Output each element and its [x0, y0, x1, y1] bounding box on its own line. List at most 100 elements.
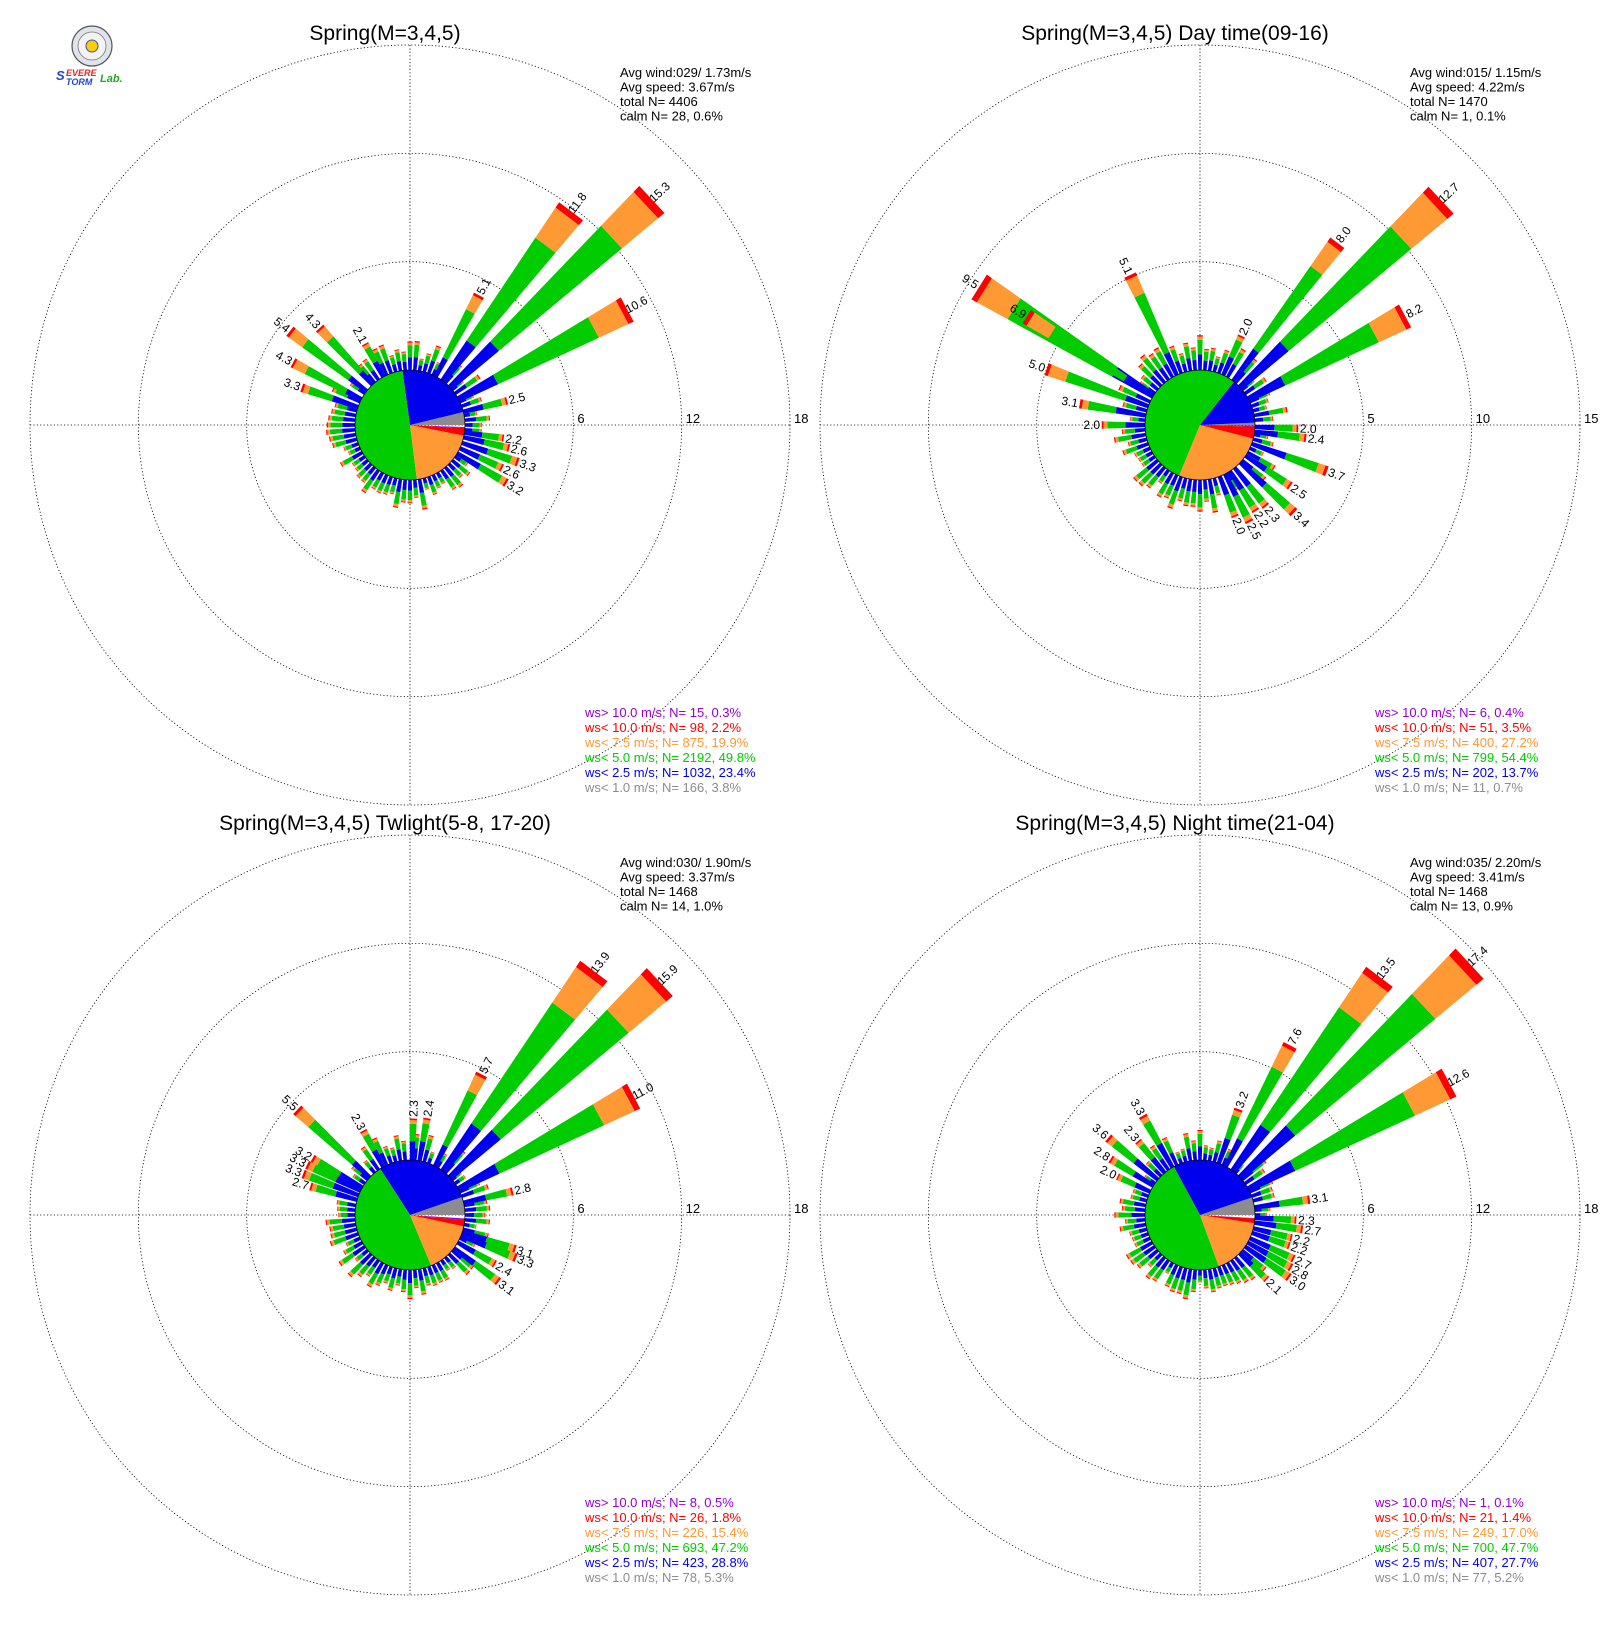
bar-bg36-segment-ws_lt_2_5 [361, 1249, 369, 1257]
bar-3-segment-ws_lt_10 [615, 297, 634, 325]
bar-bg34-segment-ws_lt_2_5 [1139, 1240, 1154, 1251]
bar-2-segment-ws_lt_2_5 [433, 1144, 448, 1167]
bar-bg45-segment-ws_lt_5 [1144, 1175, 1152, 1182]
bar-bg34-segment-ws_lt_7_5 [1126, 1252, 1132, 1259]
bar-bg20-segment-ws_lt_10 [1216, 493, 1221, 496]
bar-bg25-segment-ws_lt_7_5 [413, 495, 419, 498]
bar-bg3-segment-ws_lt_2_5 [435, 1160, 443, 1169]
bar-bg26-segment-ws_lt_2_5 [1181, 477, 1188, 489]
bar-5-segment-ws_lt_2_5 [1254, 1200, 1280, 1210]
bar-bg47-segment-ws_lt_5 [1143, 357, 1157, 373]
bar-bg40-segment-ws_lt_10 [1114, 1212, 1116, 1218]
bar-bg41-segment-ws_lt_2_5 [1134, 1207, 1146, 1212]
bar-bg42-segment-ws_lt_10 [1119, 1198, 1122, 1204]
bar-7-segment-ws_lt_10 [512, 1244, 517, 1254]
bar-label-5: 2.4 [1307, 431, 1326, 447]
bar-14-segment-ws_lt_10 [305, 1160, 312, 1170]
bar-bg27-segment-ws_lt_5 [1168, 490, 1179, 505]
stat-line-1: Avg speed: 3.67m/s [620, 80, 735, 95]
bar-bg48-segment-ws_lt_5 [1163, 1140, 1174, 1154]
bar-8-segment-ws_lt_7_5 [495, 462, 503, 471]
bar-bg33-segment-ws_lt_5 [367, 1265, 376, 1275]
bar-bg33-segment-ws_lt_10 [1130, 1260, 1135, 1266]
bar-bg39-segment-ws_lt_7_5 [1125, 1219, 1129, 1224]
bar-bg3-segment-ws_lt_2_5 [1212, 364, 1218, 373]
bar-bg4-segment-ws_lt_10 [435, 345, 442, 349]
bar-bg34-segment-ws_lt_5 [362, 472, 371, 482]
bar-14-segment-ws_lt_7_5 [976, 278, 1021, 320]
bar-bg21-segment-ws_lt_2_5 [1203, 1269, 1208, 1279]
stat-line-1: Avg speed: 3.41m/s [1410, 870, 1525, 885]
bar-bg30-segment-ws_lt_10 [1157, 480, 1162, 484]
bar-bg3-segment-ws_lt_2_5 [1212, 1151, 1219, 1163]
bar-bg49-segment-ws_lt_10 [1153, 347, 1159, 352]
bar-bg56-segment-ws_lt_5 [401, 353, 407, 363]
bar-3-segment-ws_lt_5 [1285, 993, 1436, 1136]
bar-2-segment-ws_lt_7_5 [601, 191, 659, 249]
bar-bg29-segment-ws_lt_7_5 [389, 491, 395, 494]
bar-bg38-segment-ws_lt_10 [339, 462, 344, 467]
bar-bg10-segment-ws_lt_5 [1262, 1193, 1273, 1201]
bar-6-segment-ws_lt_5 [1284, 452, 1319, 473]
bar-label-18: 2.0 [1083, 418, 1100, 432]
bar-bg11-segment-ws_lt_2_5 [464, 1212, 475, 1218]
ring-label-1: 12 [686, 411, 700, 426]
bar-bg27-segment-ws_lt_2_5 [1170, 1264, 1179, 1276]
bar-bg23-segment-ws_lt_5 [424, 1275, 431, 1284]
bar-bg25-segment-ws_lt_2_5 [1180, 1267, 1188, 1281]
bar-1-segment-ws_lt_2_5 [1223, 1138, 1243, 1168]
bar-bg11-segment-ws_lt_10 [475, 411, 478, 416]
bar-bg27-segment-ws_lt_5 [401, 1279, 407, 1290]
bar-bg19-segment-ws_lt_10 [452, 486, 457, 491]
bar-bg25-segment-ws_lt_10 [1176, 1292, 1182, 1295]
bar-bg11-segment-ws_lt_7_5 [474, 411, 477, 416]
bar-bg21-segment-ws_lt_7_5 [1212, 507, 1218, 512]
bar-bg20-segment-ws_lt_7_5 [1216, 492, 1221, 495]
bar-bg19-segment-ws_lt_5 [445, 477, 455, 488]
bar-bg15-segment-ws_lt_10 [465, 462, 469, 467]
bar-bg25-segment-ws_lt_2_5 [413, 1269, 418, 1279]
bar-13-segment-ws_lt_5 [1134, 292, 1170, 355]
bar-bg36-segment-ws_lt_7_5 [1132, 1236, 1136, 1242]
bar-bg18-segment-ws_lt_2_5 [1217, 1266, 1224, 1276]
bar-bg50-segment-ws_lt_2_5 [366, 373, 376, 384]
bar-bg36-segment-ws_lt_7_5 [355, 467, 360, 472]
bar-bg8-segment-ws_lt_7_5 [474, 375, 480, 381]
bar-bg24-segment-ws_lt_10 [1190, 505, 1196, 507]
bar-15-segment-ws_lt_7_5 [1026, 312, 1056, 339]
bar-bg4-segment-ws_lt_7_5 [1223, 350, 1230, 355]
bar-bg15-segment-ws_lt_2_5 [1252, 437, 1263, 444]
ring-1 [1036, 1051, 1364, 1379]
bar-bg37-segment-ws_lt_7_5 [339, 1259, 345, 1266]
core-slice-ws_lt_1 [1200, 1197, 1255, 1215]
ring-2 [137, 152, 683, 698]
bar-bg53-segment-ws_lt_7_5 [1190, 348, 1196, 351]
bar-6-segment-ws_lt_5 [485, 1189, 508, 1201]
bar-bg25-segment-ws_lt_10 [1183, 504, 1189, 507]
bar-label-0: 3.2 [1233, 1089, 1252, 1110]
bar-bg37-segment-ws_lt_7_5 [1123, 449, 1128, 455]
bar-bg54-segment-ws_lt_7_5 [389, 355, 395, 359]
core-slice-ws_lt_2_5 [1200, 381, 1255, 425]
bar-bg0-segment-ws_lt_10 [1197, 1129, 1203, 1132]
bar-bg42-segment-ws_lt_10 [328, 436, 331, 442]
bar-6-segment-ws_lt_10 [1322, 465, 1329, 477]
bar-bg46-segment-ws_lt_2_5 [1153, 1168, 1163, 1178]
bar-bg38-segment-ws_lt_10 [1127, 441, 1130, 447]
bar-bg47-segment-ws_lt_7_5 [335, 402, 339, 408]
bar-bg12-segment-ws_lt_2_5 [1253, 410, 1270, 418]
bar-bg16-segment-ws_lt_2_5 [1225, 1261, 1235, 1273]
stat-line-3: calm N= 14, 1.0% [620, 899, 723, 914]
bar-bg47-segment-ws_lt_2_5 [1159, 1158, 1170, 1171]
bar-bg39-segment-ws_lt_5 [347, 1239, 355, 1246]
bar-bg1-segment-ws_lt_2_5 [1203, 1153, 1208, 1161]
bar-bg19-segment-ws_lt_2_5 [440, 1259, 447, 1266]
bar-bg24-segment-ws_lt_5 [419, 492, 427, 506]
bar-12-segment-ws_lt_2_5 [1243, 1244, 1267, 1263]
bar-bg25-segment-ws_lt_10 [414, 1287, 419, 1289]
bar-4-segment-ws_lt_7_5 [607, 974, 667, 1033]
bar-1-segment-ws_lt_10 [555, 202, 584, 226]
bar-1-segment-ws_lt_7_5 [1271, 1045, 1295, 1073]
bar-bg51-segment-ws_lt_10 [362, 358, 368, 363]
bar-bg48-segment-ws_lt_2_5 [1158, 367, 1170, 381]
